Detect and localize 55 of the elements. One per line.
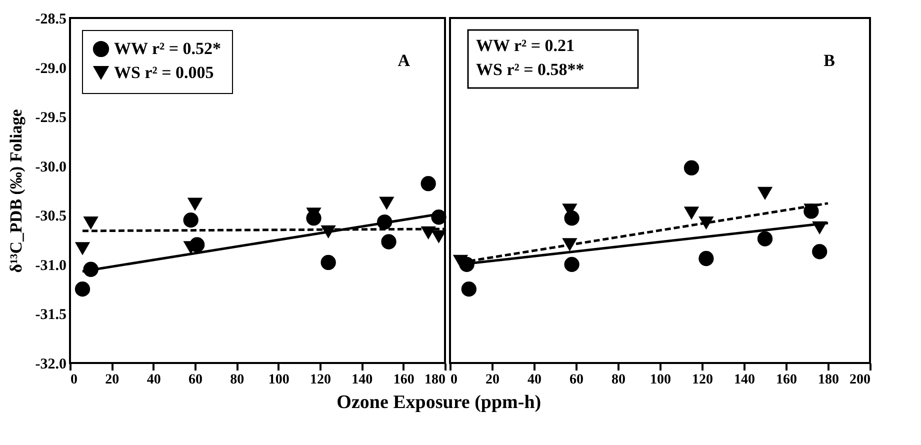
point	[812, 244, 828, 260]
x-tick-label: 140	[734, 372, 755, 388]
y-tick-label: -29.0	[35, 60, 66, 77]
x-tick-label: 20	[105, 372, 120, 388]
point	[757, 186, 773, 200]
x-tick-label: 160	[393, 372, 414, 388]
y-tick-label: -30.0	[35, 159, 66, 176]
y-tick-label: -30.5	[35, 208, 66, 225]
point	[564, 256, 580, 272]
x-tick-label: 40	[146, 372, 161, 388]
x-axis-title: Ozone Exposure (ppm-h)	[336, 392, 542, 413]
point	[379, 196, 394, 210]
x-tick-label: 200	[850, 372, 870, 388]
point	[461, 282, 476, 297]
point	[183, 212, 198, 228]
y-tick-label: -29.5	[35, 110, 66, 126]
annotation: WW r² = 0.21	[476, 36, 575, 55]
annotation: B	[824, 51, 835, 70]
annotation: WS r² = 0.58**	[476, 60, 584, 79]
point	[684, 160, 700, 176]
x-tick-label: 80	[612, 372, 626, 388]
y-tick-label: -31.5	[35, 307, 66, 324]
x-tick-label: 60	[570, 372, 584, 388]
x-tick-label: 120	[692, 372, 713, 388]
point	[431, 230, 446, 244]
x-tick-label: 0	[450, 372, 458, 388]
point	[381, 234, 396, 250]
y-tick-label: -31.0	[35, 258, 66, 274]
x-tick-label: 180	[424, 372, 446, 388]
x-tick-label: 120	[310, 372, 331, 388]
x-tick-label: 40	[528, 372, 542, 388]
x-tick-label: 100	[268, 372, 290, 388]
point	[320, 254, 336, 270]
x-tick-label: 180	[818, 372, 839, 388]
x-tick-label: 100	[650, 372, 671, 388]
y-tick-label: -28.5	[35, 12, 66, 28]
x-tick-label: 60	[188, 372, 202, 388]
x-tick-label: 140	[352, 372, 373, 388]
point	[187, 198, 203, 211]
x-tick-label: 0	[70, 372, 78, 388]
y-axis-title: δ¹³C_PDB (‰) Foliage	[6, 108, 26, 273]
legend-label: WW r² = 0.52*	[114, 39, 222, 58]
legend-label: WS r² = 0.005	[114, 63, 214, 82]
point	[74, 242, 90, 256]
point	[757, 231, 773, 246]
point	[83, 216, 98, 230]
x-tick-label: 20	[486, 372, 500, 388]
x-tick-label: 160	[776, 372, 797, 388]
point	[684, 206, 700, 220]
x-tick-label: 80	[230, 372, 244, 388]
point	[698, 250, 714, 266]
annotation: A	[398, 51, 411, 70]
point	[74, 282, 90, 297]
point	[420, 176, 436, 192]
y-tick-label: -32.0	[35, 356, 66, 372]
